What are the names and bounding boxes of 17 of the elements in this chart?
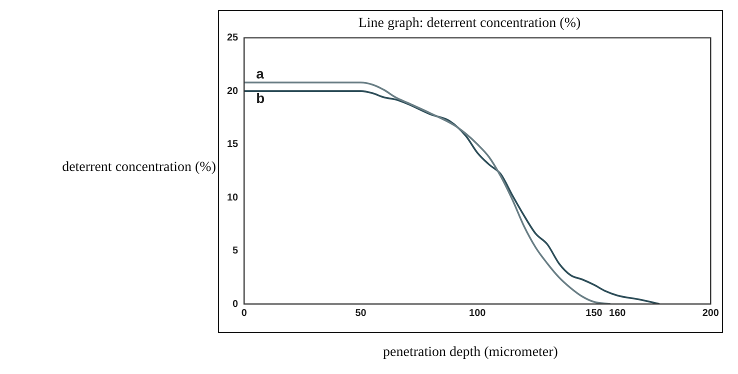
y-tick-label: 10	[227, 192, 239, 204]
series-label: a	[256, 65, 264, 82]
series-label: b	[256, 90, 265, 106]
y-tick-label: 25	[227, 32, 239, 44]
x-tick-label: 100	[469, 308, 486, 319]
chart-title: Line graph: deterrent concentration (%)	[358, 16, 582, 32]
x-tick-label: 50	[355, 308, 367, 319]
x-tick-label: 160	[609, 308, 626, 319]
y-tick-label: 15	[227, 139, 239, 150]
x-tick-label: 150	[586, 308, 603, 319]
y-tick-label: 5	[232, 246, 239, 257]
y-tick-label: 20	[227, 86, 239, 97]
x-tick-label: 200	[702, 308, 720, 319]
x-axis-title: penetration depth (micrometer)	[382, 345, 559, 361]
y-tick-label: 0	[232, 298, 239, 310]
x-tick-label: 0	[241, 308, 248, 319]
y-axis-title: deterrent concentration (%)	[62, 160, 216, 176]
